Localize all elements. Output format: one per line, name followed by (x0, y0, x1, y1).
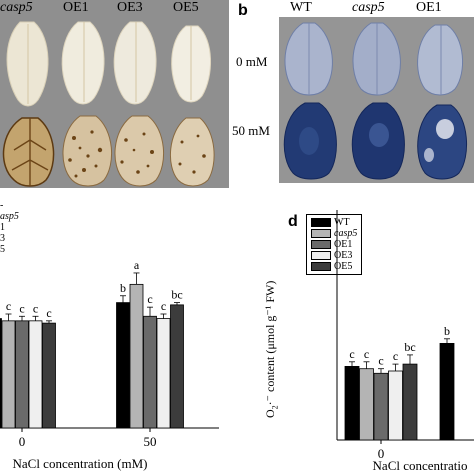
panel-c-x-axis-label: NaCl concentration (mM) (12, 456, 147, 471)
panel-c-bar-oe5-0 (42, 322, 56, 429)
leaf-b-bottom-casp5 (351, 102, 405, 180)
panel-c-legend: - asp5 1 3 5 (0, 200, 19, 255)
panel-d-sig-letter: bc (404, 340, 415, 354)
panel-c-legend-item-2: 1 (0, 222, 5, 233)
leaf-b-top-wt (284, 22, 333, 96)
legend-label: OE5 (334, 260, 353, 272)
panel-d-sig-letter: c (349, 347, 354, 361)
panel-c-sig-letter: c (46, 306, 51, 320)
legend-swatch (311, 251, 331, 260)
panel-d-sig-letter: c (378, 354, 383, 368)
panel-b-col-label-wt: WT (290, 0, 312, 15)
panel-d-letter: d (288, 213, 298, 230)
panel-b-row-label-50mm: 50 mM (232, 123, 270, 138)
panel-c-bar-oe3-50 (156, 318, 171, 429)
panel-b-leaves (283, 22, 468, 180)
panel-c-bar-oe5-50 (170, 304, 184, 429)
panel-c-sig-letter: c (147, 292, 152, 306)
panel-c-sig-letter: c (161, 299, 166, 313)
panel-d-bar-oe1-0 (373, 372, 389, 441)
panel-d-legend-item-wt: WT (311, 217, 357, 228)
legend-label: casp5 (334, 227, 358, 239)
panel-d-legend-box: WT casp5 OE1 OE3 OE5 (306, 214, 363, 275)
panel-b-leaf-photo (279, 17, 474, 183)
panel-c-bar-wt-50 (116, 302, 130, 429)
leaf-a-top-casp5 (6, 21, 49, 107)
panel-b-col-label-oe1: OE1 (416, 0, 442, 15)
legend-label: OE1 (334, 238, 353, 250)
panel-a-col-label-oe1: OE1 (63, 0, 89, 15)
legend-label: OE3 (334, 249, 353, 261)
leaf-b-bottom-oe1 (417, 104, 468, 180)
leaf-b-bottom-wt (283, 102, 337, 180)
panel-c-bar-oe1-0 (15, 320, 29, 429)
leaf-a-bottom-oe5 (169, 117, 215, 187)
panel-c-sig-letter: c (19, 301, 24, 315)
panel-b-letter: b (238, 2, 248, 19)
panel-d-bar-oe5-0 (402, 363, 418, 441)
leaf-a-top-oe5 (171, 25, 212, 103)
panel-b-col-label-casp5: casp5 (352, 0, 385, 15)
panel-d-bar-wt-g1 (439, 342, 455, 441)
leaf-a-top-oe3 (113, 21, 157, 105)
panel-d-legend-item-oe5: OE5 (311, 261, 357, 272)
panel-d-legend-item-oe3: OE3 (311, 250, 357, 261)
legend-label: WT (334, 216, 350, 228)
panel-c-bar-casp5-50 (129, 283, 144, 429)
panel-d-legend: WT casp5 OE1 OE3 OE5 (306, 214, 363, 275)
panel-d-bar-wt-0 (344, 365, 360, 441)
panel-a-col-label-oe3: OE3 (117, 0, 143, 15)
panel-c-sig-letter: c (6, 299, 11, 313)
leaf-a-bottom-oe1 (62, 115, 113, 187)
panel-c-legend-item-1: asp5 (0, 211, 19, 222)
panel-c-sig-letter: c (33, 301, 38, 315)
leaf-a-bottom-oe3 (114, 115, 165, 187)
legend-swatch (311, 218, 331, 227)
panel-c-sig-letter: bc (171, 288, 182, 302)
panel-a-col-label-casp5: casp5 (0, 0, 33, 15)
panel-d-bar-casp5-0 (359, 368, 374, 441)
panel-d-sig-letter: b (444, 324, 450, 338)
legend-swatch (311, 240, 331, 249)
panel-d-x-tick-label: 0 (378, 446, 385, 461)
panel-c-x-tick-label: 0 (19, 434, 26, 449)
leaf-a-top-oe1 (61, 21, 105, 105)
panel-d-x-axis-label: NaCl concentratio (373, 458, 468, 473)
panel-c-legend-item-3: 3 (0, 233, 5, 244)
panel-d-sig-letter: c (393, 349, 398, 363)
panel-d-sig-letter: c (364, 347, 369, 361)
leaf-a-bottom-casp5 (2, 117, 55, 187)
panel-c-legend-item-4: 5 (0, 244, 5, 255)
panel-d-legend-item-oe1: OE1 (311, 239, 357, 250)
panel-c-x-tick-label: 50 (144, 434, 157, 449)
panel-a-leaves (2, 21, 215, 187)
panel-c-sig-letter: b (120, 281, 126, 295)
panel-c-bar-oe3-0 (28, 320, 43, 429)
panel-a-col-label-oe5: OE5 (173, 0, 199, 15)
legend-swatch (311, 262, 331, 271)
panel-c-bar-casp5-0 (1, 320, 16, 429)
panel-c-bar-wt-0 (0, 318, 2, 429)
leaf-b-top-casp5 (352, 22, 401, 96)
panel-d-legend-item-casp5: casp5 (311, 228, 357, 239)
panel-c-bar-oe1-50 (143, 315, 157, 429)
panel-c-legend-item-0: - (0, 200, 4, 211)
legend-swatch (311, 229, 331, 238)
panel-a-leaf-photo (0, 0, 229, 188)
panel-c-sig-letter: a (134, 258, 140, 272)
panel-d-bar-oe3-0 (388, 370, 403, 441)
leaf-b-top-oe1 (417, 24, 464, 96)
panel-b-row-label-0mm: 0 mM (236, 54, 268, 69)
